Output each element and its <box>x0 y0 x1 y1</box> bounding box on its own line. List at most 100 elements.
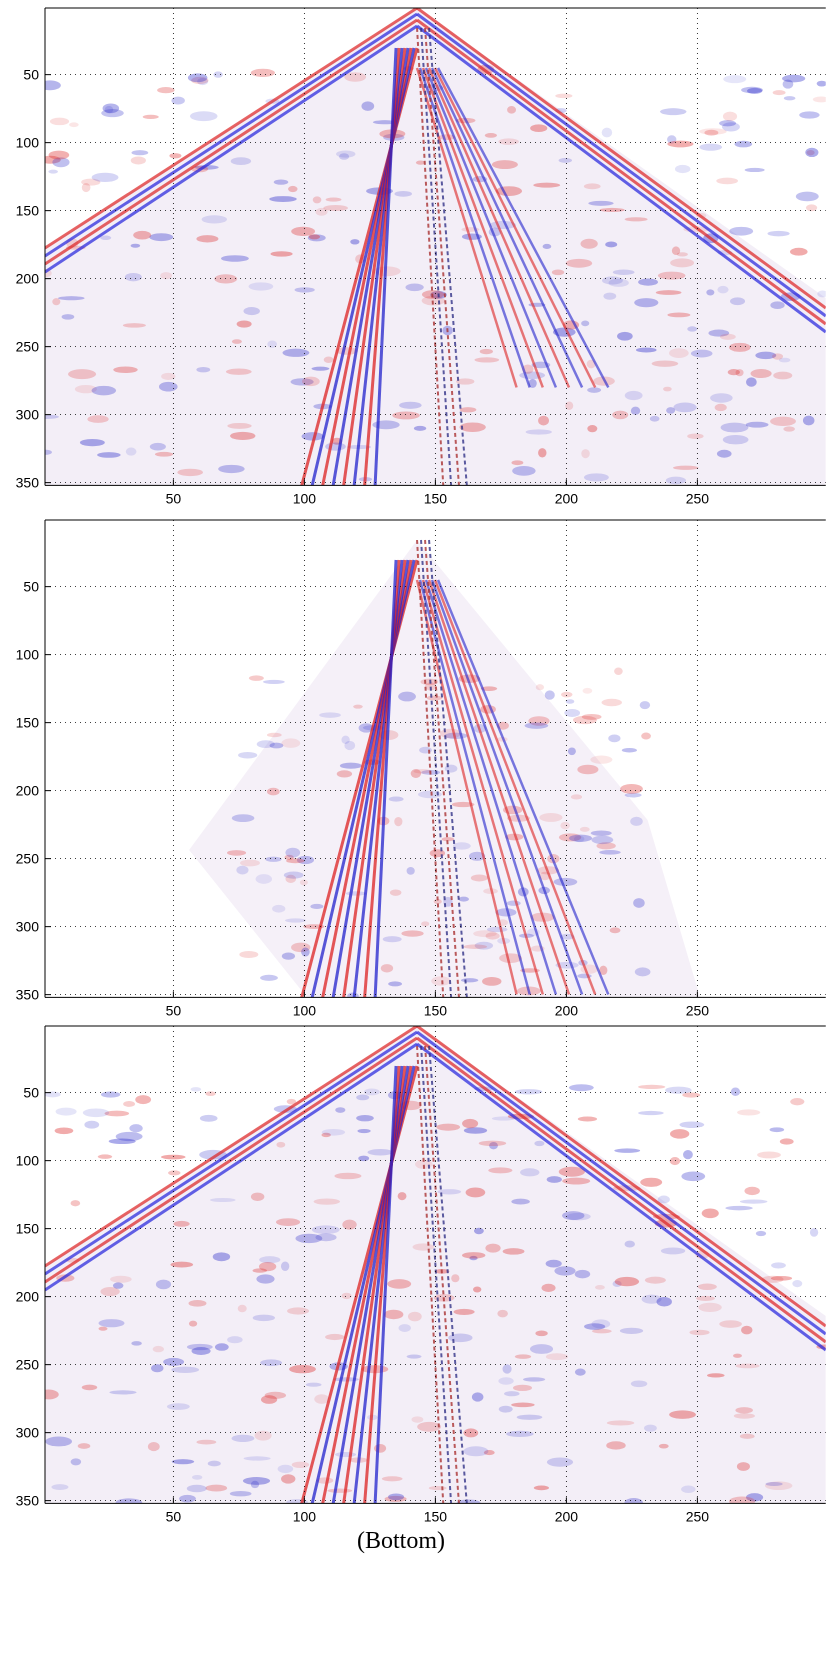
texture <box>451 1274 460 1283</box>
texture <box>147 1442 160 1452</box>
y-tick-label: 100 <box>16 647 40 663</box>
texture <box>772 90 786 96</box>
texture <box>325 197 342 202</box>
texture <box>61 314 75 320</box>
texture <box>286 1098 297 1105</box>
event <box>420 27 453 486</box>
texture <box>588 200 614 206</box>
front <box>416 24 826 334</box>
texture <box>644 1424 657 1432</box>
texture <box>534 1140 545 1147</box>
texture <box>630 816 643 826</box>
texture <box>560 933 575 940</box>
front <box>416 1036 826 1344</box>
texture <box>565 401 574 410</box>
texture <box>640 1177 663 1187</box>
texture <box>335 1107 346 1113</box>
texture <box>670 258 695 268</box>
texture <box>104 105 114 114</box>
texture <box>772 353 784 360</box>
cone <box>189 540 700 998</box>
texture <box>498 138 519 145</box>
texture <box>739 1199 768 1204</box>
texture <box>602 276 623 285</box>
texture <box>524 722 549 729</box>
texture <box>741 86 763 94</box>
texture <box>367 1149 394 1156</box>
texture <box>87 415 109 423</box>
texture <box>720 422 749 433</box>
texture <box>186 1343 213 1351</box>
texture <box>634 967 651 977</box>
texture <box>770 416 796 427</box>
texture <box>155 1279 172 1290</box>
texture <box>553 877 578 886</box>
texture <box>281 952 296 960</box>
texture <box>70 1458 82 1466</box>
texture <box>658 1443 669 1449</box>
texture <box>461 1252 486 1259</box>
texture <box>783 426 795 432</box>
texture <box>665 1086 692 1094</box>
texture <box>456 378 475 385</box>
texture <box>651 360 679 367</box>
texture <box>166 1403 190 1410</box>
texture <box>285 918 307 923</box>
texture <box>489 1141 498 1150</box>
texture <box>669 1410 696 1419</box>
texture <box>133 230 152 240</box>
texture <box>437 1189 462 1195</box>
texture <box>125 447 137 456</box>
texture <box>649 415 660 422</box>
texture <box>592 1328 612 1334</box>
texture <box>259 1261 277 1272</box>
texture <box>580 238 598 249</box>
front <box>45 18 418 266</box>
texture <box>281 738 301 748</box>
texture <box>335 347 358 355</box>
texture <box>302 376 320 387</box>
texture <box>154 451 174 457</box>
texture <box>644 1276 666 1284</box>
texture <box>681 1171 706 1182</box>
texture <box>479 348 494 355</box>
texture <box>102 103 120 114</box>
texture <box>412 1243 435 1251</box>
texture <box>606 1420 635 1426</box>
texture <box>723 75 747 84</box>
texture <box>564 709 581 717</box>
event <box>433 67 597 389</box>
texture <box>805 204 818 212</box>
texture <box>152 1345 164 1353</box>
texture <box>48 169 58 174</box>
texture <box>522 1377 546 1382</box>
texture <box>528 716 550 726</box>
texture <box>516 1414 543 1420</box>
texture <box>413 769 432 774</box>
texture <box>570 794 583 800</box>
texture <box>771 1262 786 1269</box>
texture <box>514 1354 532 1359</box>
texture <box>554 1266 576 1276</box>
texture <box>291 1461 310 1469</box>
y-tick-label: 150 <box>16 1221 40 1237</box>
texture <box>596 842 616 850</box>
texture <box>539 813 563 822</box>
texture <box>469 1255 478 1261</box>
texture <box>68 369 97 380</box>
texture <box>236 865 249 875</box>
texture <box>706 289 715 296</box>
texture <box>581 320 590 327</box>
texture <box>157 87 175 94</box>
texture <box>115 1498 143 1504</box>
texture <box>566 1212 591 1221</box>
texture <box>158 381 178 392</box>
texture <box>456 1499 481 1504</box>
texture <box>764 1481 793 1491</box>
texture <box>168 1170 181 1176</box>
texture <box>612 1280 622 1287</box>
texture <box>690 349 713 358</box>
texture <box>562 1211 585 1221</box>
texture <box>735 1407 753 1414</box>
texture <box>663 386 672 392</box>
